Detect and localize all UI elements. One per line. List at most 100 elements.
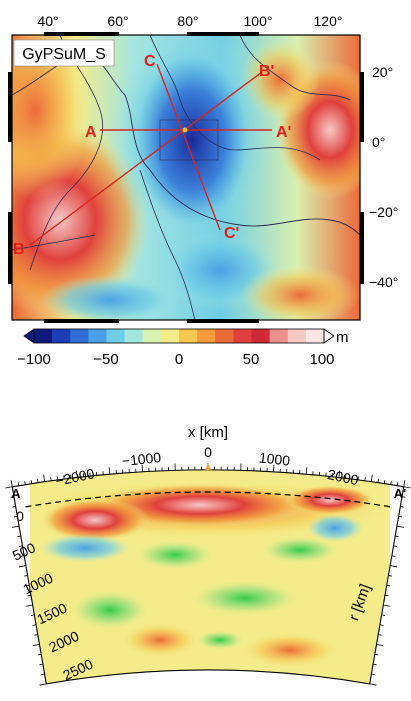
colorbar-cell [269, 329, 289, 343]
section-tick-mark [13, 515, 18, 518]
section-tick-mark [43, 474, 46, 482]
section-tick-mark [18, 565, 26, 568]
section-dashed-boundary [25, 491, 391, 508]
colorbar-cell [287, 329, 307, 343]
colorbar: m −100 −50 0 50 100 [17, 328, 349, 368]
colorbar-cell [34, 329, 53, 343]
section-tick-mark [403, 486, 411, 489]
section-tick-mark [24, 481, 26, 485]
section-tick-mark [12, 525, 20, 528]
colorbar-cell [215, 329, 234, 343]
section-tick-mark [25, 584, 30, 587]
profile-a-end-label: A' [276, 124, 291, 141]
lat-tick: 0° [372, 134, 385, 150]
section-tick-mark [378, 634, 382, 636]
colorbar-cell [70, 329, 89, 343]
model-label-box: GyPSuM_S [13, 39, 115, 67]
section-tick-mark [388, 575, 392, 577]
section-tick-mark [390, 565, 398, 568]
section-tick-mark [30, 614, 35, 616]
section-tick-mark [10, 496, 15, 498]
section-tick-mark [17, 482, 20, 486]
section-tick-mark [108, 467, 111, 475]
section-tick-mark [25, 604, 33, 607]
section-tick-mark [37, 653, 42, 656]
section-tick-mark [369, 683, 377, 686]
section-center-marker [205, 463, 211, 470]
lat-tick: 20° [372, 64, 393, 80]
section-tick-mark [377, 479, 379, 483]
section-ticks [5, 463, 411, 686]
section-field [20, 470, 400, 684]
colorbar-cell [160, 329, 180, 343]
profile-b-line [29, 71, 263, 246]
model-label: GyPSuM_S [22, 46, 106, 63]
section-tick-mark [39, 663, 43, 666]
section-outline [11, 469, 405, 685]
profile-c-end-label: C' [224, 225, 239, 242]
section-tick-mark [370, 474, 373, 482]
section-tick-mark [20, 555, 25, 557]
section-x-title: x [km] [188, 424, 228, 441]
colorbar-cell [251, 329, 270, 343]
colorbar-low-arrow [23, 328, 35, 344]
section-x-tick: 2000 [326, 466, 360, 488]
section-tick-mark [393, 545, 398, 547]
map-field [12, 35, 360, 320]
colorbar-tick: −100 [17, 351, 51, 368]
lon-tick: 80° [177, 13, 198, 29]
section-tick-mark [305, 467, 308, 475]
colorbar-unit: m [336, 329, 349, 346]
section-tick-mark [24, 575, 28, 577]
lon-tick: 40° [37, 13, 58, 29]
section-tick-mark [381, 614, 386, 616]
section-tick-mark [396, 482, 399, 486]
section-r-tick: 0 [16, 508, 24, 524]
colorbar-cell [106, 329, 125, 343]
section-tick-mark [37, 479, 39, 483]
section-tick-mark [12, 506, 16, 508]
section-tick-mark [32, 644, 40, 647]
section-tick-mark [27, 594, 32, 597]
section-tick-mark [403, 479, 406, 487]
section-right-label: A' [394, 486, 406, 501]
profile-b-start-label: B [13, 241, 25, 258]
colorbar-cell [124, 329, 144, 343]
section-tick-mark [338, 470, 341, 478]
section-tick-mark [75, 470, 78, 478]
colorbar-cell [197, 329, 216, 343]
section-tick-mark [379, 624, 384, 626]
section-tick-mark [390, 481, 392, 485]
map-frame-bars [8, 32, 364, 323]
lon-tick: 120° [314, 13, 343, 29]
section-tick-mark [401, 496, 406, 498]
colorbar-tick: 0 [175, 351, 183, 368]
section-tick-mark [32, 624, 37, 626]
section-x-tick: 1000 [258, 449, 291, 468]
colorbar-tick: 100 [309, 351, 334, 368]
section-tick-mark [386, 584, 391, 587]
lat-tick: −40° [369, 274, 398, 290]
section-tick-mark [371, 673, 375, 675]
colorbar-tick: −50 [93, 351, 118, 368]
map-panel: GyPSuM_S 40° 60° 80° 100° 120° 20° 0° −2… [8, 13, 398, 323]
section-tick-mark [34, 634, 38, 636]
section-tick-mark [374, 653, 379, 656]
lat-tick: −20° [369, 204, 398, 220]
section-tick-mark [396, 525, 404, 528]
section-tick-mark [376, 644, 384, 647]
section-tick-mark [400, 506, 404, 508]
colorbar-cell [233, 329, 252, 343]
profile-c-line [156, 63, 221, 231]
profile-a-start-label: A [85, 124, 97, 141]
colorbar-cell [88, 329, 107, 343]
section-tick-mark [41, 673, 45, 675]
colorbar-cells [34, 329, 325, 343]
section-tick-mark [373, 663, 377, 666]
cross-section: x [km] −2000 −1000 0 1000 2000 A A' 0 [5, 424, 411, 686]
section-tick-mark [391, 555, 396, 557]
section-tick-mark [17, 535, 21, 538]
section-x-tick: 0 [204, 444, 212, 460]
section-left-label: A [11, 486, 21, 501]
